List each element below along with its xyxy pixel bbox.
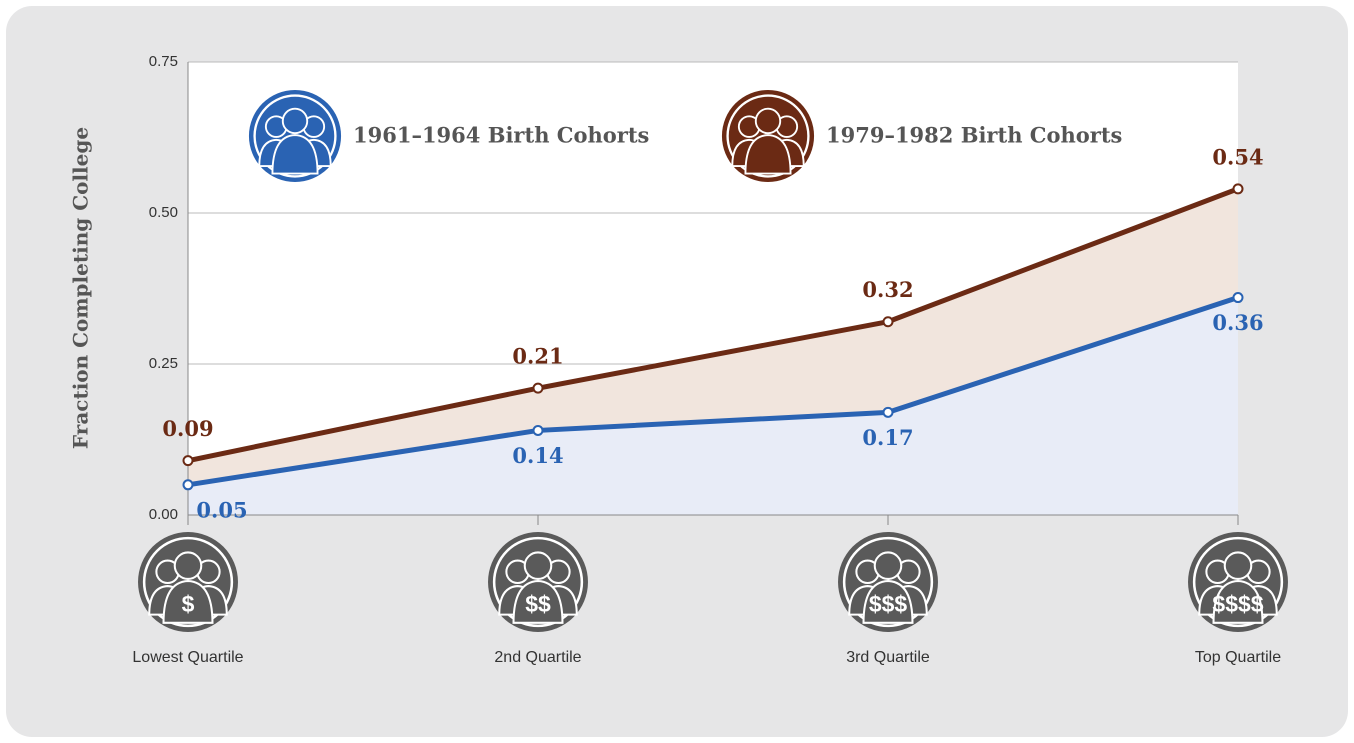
line (187, 295, 1239, 488)
value-label: 0.09 (162, 416, 213, 441)
quartile-icon-label: $ (182, 591, 195, 617)
point (532, 382, 544, 394)
point (882, 316, 894, 328)
value-label: 0.21 (512, 344, 563, 369)
point (182, 455, 194, 467)
y-tick-label: 0.75 (149, 53, 178, 70)
value-label: 0.17 (862, 425, 913, 450)
value-label: 0.32 (862, 277, 913, 302)
quartile-icon-label: $$$$ (1212, 591, 1263, 617)
value-label: 0.54 (1212, 144, 1263, 169)
point (882, 406, 894, 418)
value-label: 0.36 (1212, 310, 1263, 335)
x-tick-label: 3rd Quartile (846, 649, 930, 666)
line (187, 186, 1239, 464)
quartile-icon-label: $$ (525, 591, 551, 617)
legend: 1961–1964 Birth Cohorts 1979–1982 Birth C… (248, 89, 1122, 183)
value-label: 0.14 (512, 443, 563, 468)
x-tick-label: Lowest Quartile (132, 649, 243, 666)
x-tick-label: Top Quartile (1195, 649, 1281, 666)
legend-label: 1979–1982 Birth Cohorts (826, 123, 1122, 148)
point (1232, 183, 1244, 195)
quartile-icon-label: $$$ (869, 591, 908, 617)
point (532, 424, 544, 436)
point (182, 479, 194, 491)
legend-label: 1961–1964 Birth Cohorts (353, 123, 649, 148)
y-tick-label: 0.00 (149, 506, 178, 523)
value-label: 0.05 (196, 497, 247, 522)
point (1232, 292, 1244, 304)
legend-icon (248, 89, 342, 183)
area (188, 297, 1238, 515)
x-tick-label: 2nd Quartile (494, 649, 581, 666)
legend-icon (721, 89, 815, 183)
y-tick-label: 0.50 (149, 204, 178, 221)
y-axis-label: Fraction Completing College (69, 127, 93, 449)
y-tick-label: 0.25 (149, 355, 178, 372)
